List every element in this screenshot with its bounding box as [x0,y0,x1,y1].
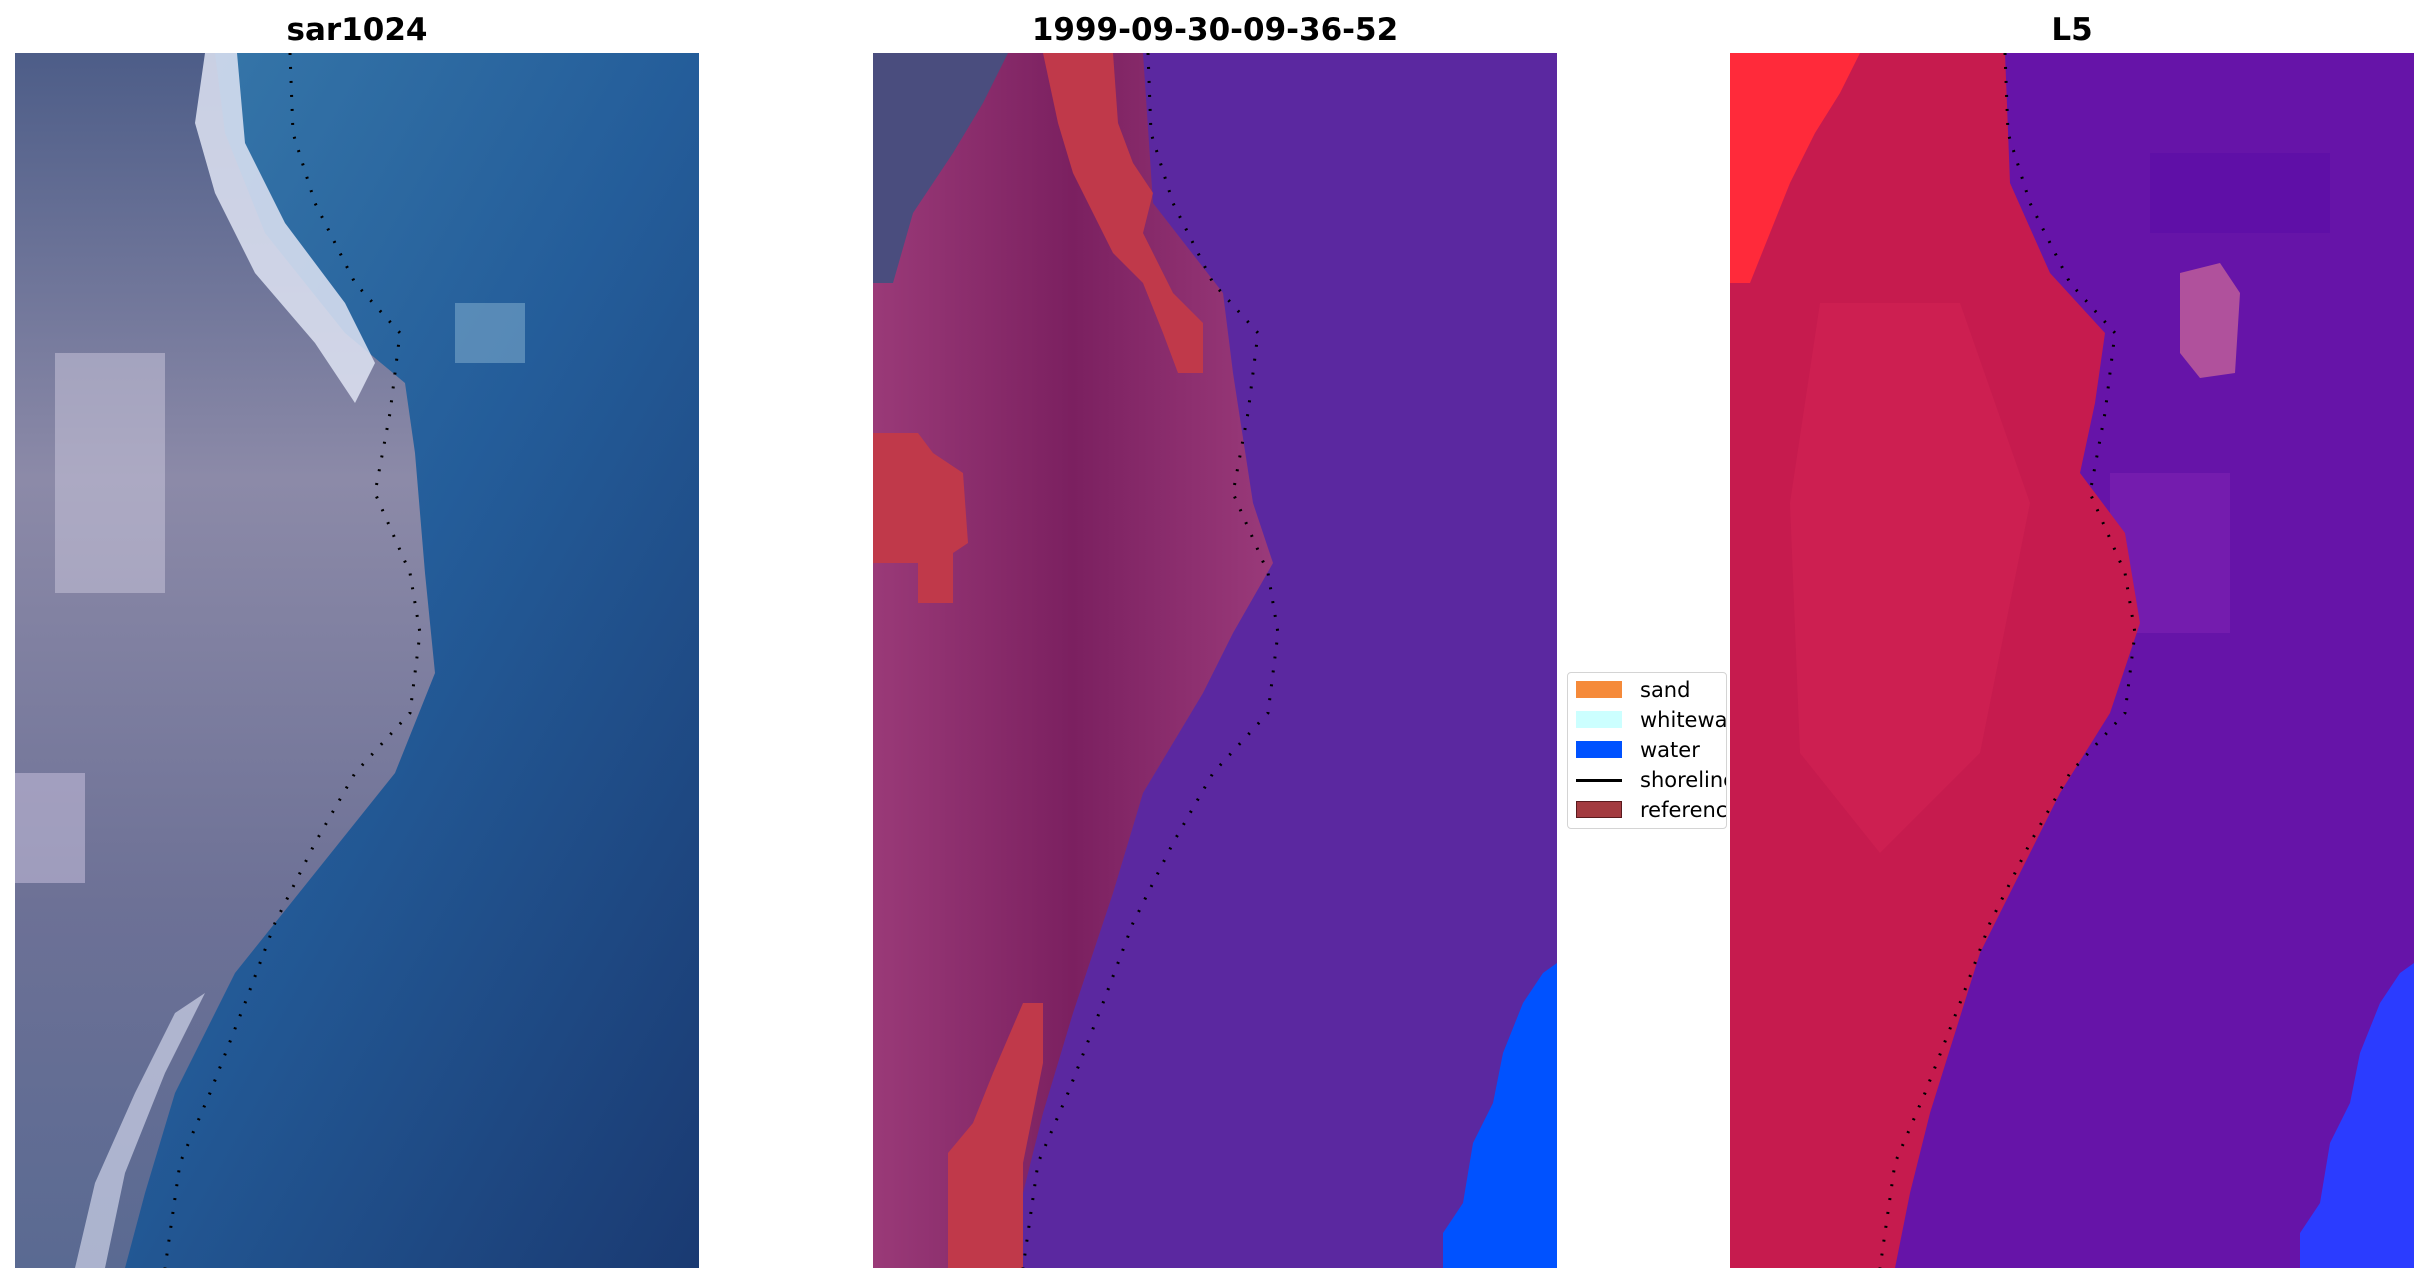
legend-swatch-whitewater [1576,711,1622,728]
classified-image-panel [873,53,1557,1268]
legend-label: reference [1640,798,1727,822]
legend-line-shoreline [1576,779,1622,782]
legend-item-water: water [1576,737,1726,763]
legend-label: sand [1640,678,1691,702]
index-hotspot [2180,263,2240,378]
index-image-panel [1730,53,2414,1268]
panel-title-classified: 1999-09-30-09-36-52 [1031,12,1399,48]
legend-label: whitewater [1640,708,1727,732]
legend-swatch-water [1576,741,1622,758]
legend-label: water [1640,738,1700,762]
rgb-sand-strip [195,53,375,403]
rgb-image-panel [15,53,699,1268]
classified-dark-corner [873,53,1008,283]
legend-swatch-sand [1576,681,1622,698]
legend-swatch-reference [1576,801,1622,818]
index-blue-water [2300,963,2414,1268]
legend-item-whitewater: whitewater [1576,707,1727,733]
legend-item-shoreline: shoreline [1576,767,1727,793]
panel-title-rgb: sar1024 [286,12,428,48]
classified-water-blue [1443,963,1557,1268]
reference-patch-bottom [948,1003,1043,1268]
legend-item-sand: sand [1576,677,1726,703]
legend-label: shoreline [1640,768,1727,792]
legend-item-reference: reference [1576,797,1727,823]
index-red-corner [1730,53,1860,283]
reference-patch-top [1043,53,1203,373]
legend: sand whitewater water shoreline referenc… [1567,672,1727,829]
reference-patch-left [873,433,968,603]
panel-title-index: L5 [2051,12,2093,48]
